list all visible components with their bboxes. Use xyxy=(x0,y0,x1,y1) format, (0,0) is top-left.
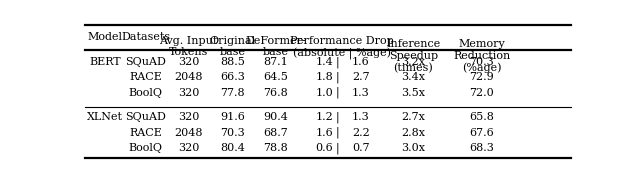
Text: 64.5: 64.5 xyxy=(264,72,289,82)
Text: DeFormer-
base: DeFormer- base xyxy=(246,36,307,58)
Text: Inference
Speedup
(times): Inference Speedup (times) xyxy=(386,39,440,73)
Text: BERT: BERT xyxy=(89,57,120,67)
Text: 0.6: 0.6 xyxy=(316,143,333,153)
Text: 87.1: 87.1 xyxy=(264,57,288,67)
Text: |: | xyxy=(336,72,340,83)
Text: 2.7: 2.7 xyxy=(352,72,369,82)
Text: Datasets: Datasets xyxy=(121,32,170,42)
Text: 2.8x: 2.8x xyxy=(401,128,426,138)
Text: 3.0x: 3.0x xyxy=(401,143,426,153)
Text: 80.4: 80.4 xyxy=(220,143,245,153)
Text: Original
base: Original base xyxy=(210,36,256,58)
Text: 0.7: 0.7 xyxy=(352,143,369,153)
Text: XLNet: XLNet xyxy=(87,112,123,122)
Text: RACE: RACE xyxy=(129,72,162,82)
Text: BoolQ: BoolQ xyxy=(129,88,163,98)
Text: 1.8: 1.8 xyxy=(316,72,333,82)
Text: 67.6: 67.6 xyxy=(469,128,494,138)
Text: |: | xyxy=(336,111,340,123)
Text: |: | xyxy=(336,127,340,138)
Text: 76.8: 76.8 xyxy=(264,88,288,98)
Text: 1.3: 1.3 xyxy=(352,112,369,122)
Text: 3.5x: 3.5x xyxy=(401,88,426,98)
Text: |: | xyxy=(336,87,340,98)
Text: BoolQ: BoolQ xyxy=(129,143,163,153)
Text: 68.3: 68.3 xyxy=(469,143,494,153)
Text: Performance Drop
(absolute | %age): Performance Drop (absolute | %age) xyxy=(290,36,394,60)
Text: 68.7: 68.7 xyxy=(264,128,288,138)
Text: 70.3: 70.3 xyxy=(469,57,494,67)
Text: 70.3: 70.3 xyxy=(220,128,245,138)
Text: SQuAD: SQuAD xyxy=(125,112,166,122)
Text: 1.6: 1.6 xyxy=(352,57,369,67)
Text: 2.7x: 2.7x xyxy=(401,112,425,122)
Text: 91.6: 91.6 xyxy=(220,112,245,122)
Text: 1.3: 1.3 xyxy=(352,88,369,98)
Text: SQuAD: SQuAD xyxy=(125,57,166,67)
Text: Avg. Input
Tokens: Avg. Input Tokens xyxy=(159,36,218,58)
Text: 72.9: 72.9 xyxy=(469,72,494,82)
Text: 320: 320 xyxy=(178,57,199,67)
Text: 88.5: 88.5 xyxy=(220,57,245,67)
Text: 320: 320 xyxy=(178,88,199,98)
Text: 2048: 2048 xyxy=(174,72,203,82)
Text: RACE: RACE xyxy=(129,128,162,138)
Text: 1.6: 1.6 xyxy=(316,128,333,138)
Text: 66.3: 66.3 xyxy=(220,72,245,82)
Text: 1.4: 1.4 xyxy=(316,57,333,67)
Text: 1.2: 1.2 xyxy=(316,112,333,122)
Text: |: | xyxy=(336,56,340,68)
Text: 3.2x: 3.2x xyxy=(401,57,426,67)
Text: Model: Model xyxy=(87,32,122,42)
Text: 3.4x: 3.4x xyxy=(401,72,426,82)
Text: 2048: 2048 xyxy=(174,128,203,138)
Text: 65.8: 65.8 xyxy=(469,112,494,122)
Text: 2.2: 2.2 xyxy=(352,128,369,138)
Text: 320: 320 xyxy=(178,143,199,153)
Text: 320: 320 xyxy=(178,112,199,122)
Text: 1.0: 1.0 xyxy=(316,88,333,98)
Text: 77.8: 77.8 xyxy=(220,88,245,98)
Text: 90.4: 90.4 xyxy=(264,112,289,122)
Text: |: | xyxy=(336,142,340,154)
Text: 72.0: 72.0 xyxy=(469,88,494,98)
Text: Memory
Reduction
(%age): Memory Reduction (%age) xyxy=(453,39,510,73)
Text: 78.8: 78.8 xyxy=(264,143,288,153)
